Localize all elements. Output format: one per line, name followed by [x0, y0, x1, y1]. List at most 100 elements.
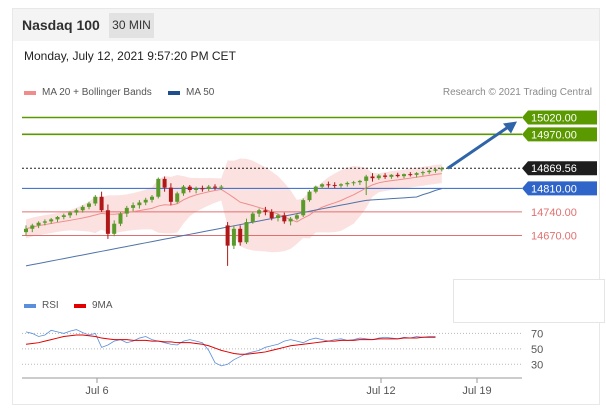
candle	[42, 219, 47, 226]
candle	[213, 184, 217, 190]
candle	[24, 225, 28, 236]
candle	[326, 181, 331, 188]
candle	[420, 170, 425, 176]
candle	[433, 168, 438, 173]
candle	[131, 202, 136, 212]
candle	[408, 172, 413, 177]
candle	[301, 198, 306, 217]
level-tag	[522, 110, 597, 125]
rsi-line	[25, 329, 436, 367]
ma20-swatch	[24, 90, 36, 95]
candle	[68, 211, 73, 218]
candle	[339, 183, 343, 188]
x-tick-label: Jul 19	[462, 385, 491, 397]
candle	[137, 200, 142, 209]
candle	[105, 204, 110, 239]
level-label: 14670.00	[531, 231, 577, 243]
legend-ma20-label: MA 20 + Bollinger Bands	[42, 87, 152, 98]
legend-ma50-label: MA 50	[186, 87, 215, 98]
legend-ma50: MA 50	[168, 87, 214, 98]
candle	[320, 183, 325, 189]
candle	[124, 205, 129, 217]
timestamp: Monday, July 12, 2021 9:57:20 PM CET	[24, 49, 236, 63]
candle	[238, 225, 243, 246]
candle	[36, 221, 41, 229]
candle	[257, 208, 262, 217]
timeframe-button[interactable]: 30 MIN	[109, 13, 154, 38]
candle	[194, 186, 199, 194]
candle	[427, 169, 432, 175]
candle	[276, 213, 280, 222]
candle	[87, 201, 91, 210]
candle	[364, 174, 369, 196]
rsi-9ma-line	[25, 334, 436, 355]
candle	[307, 190, 312, 202]
level-tag	[522, 181, 597, 196]
level-label: 14810.00	[531, 183, 577, 195]
candle	[181, 184, 186, 196]
candle	[112, 220, 117, 237]
candle	[414, 172, 419, 178]
candle	[200, 185, 205, 192]
legend-rsi-label: RSI	[42, 300, 59, 311]
candle	[395, 172, 400, 178]
candle	[244, 218, 249, 244]
candle	[143, 197, 148, 206]
candle	[168, 183, 173, 206]
x-tick-label: Jul 6	[85, 385, 108, 397]
candle	[118, 211, 123, 227]
candle	[231, 225, 236, 250]
credit-text: Research © 2021 Trading Central	[442, 87, 592, 98]
candle	[206, 184, 211, 192]
candle	[175, 191, 180, 204]
legend-ma20: MA 20 + Bollinger Bands	[24, 87, 152, 98]
ma9-swatch	[74, 303, 86, 308]
instrument-title: Nasdaq 100	[22, 17, 100, 33]
candle	[332, 182, 337, 189]
rsi-swatch	[24, 303, 36, 308]
candle	[288, 216, 293, 226]
bollinger-band	[26, 158, 442, 253]
rsi-tick-label: 50	[531, 344, 543, 356]
candle	[357, 179, 362, 185]
candle	[49, 217, 54, 224]
candle	[250, 211, 255, 224]
level-label: 15020.00	[531, 112, 577, 124]
legend-9ma: 9MA	[74, 300, 113, 311]
candle	[269, 209, 274, 221]
candle	[74, 208, 79, 216]
legend-rsi: RSI	[24, 300, 59, 311]
candle	[93, 195, 98, 206]
x-tick-label: Jul 12	[366, 385, 395, 397]
candle	[225, 222, 230, 266]
candle	[402, 173, 406, 179]
candle	[313, 185, 318, 194]
ma50-swatch	[168, 90, 180, 95]
candle	[351, 180, 356, 186]
candle	[30, 223, 35, 233]
candle	[389, 174, 394, 179]
candle	[187, 184, 192, 193]
candle	[55, 215, 60, 223]
level-label: 14869.56	[531, 163, 577, 175]
candle	[61, 213, 66, 220]
legend-9ma-label: 9MA	[92, 300, 113, 311]
candle	[376, 174, 381, 180]
candle	[345, 181, 350, 187]
candle	[162, 176, 167, 192]
level-tag	[522, 127, 597, 142]
candle	[80, 205, 85, 213]
candle	[383, 173, 388, 179]
forecast-arrow	[446, 125, 510, 170]
level-label: 14970.00	[531, 129, 577, 141]
candle	[294, 213, 299, 221]
candle	[219, 184, 224, 190]
rsi-tick-label: 70	[531, 328, 543, 340]
candle	[99, 191, 104, 212]
candle	[439, 166, 444, 172]
info-box	[453, 279, 605, 323]
rsi-tick-label: 30	[531, 359, 543, 371]
candle	[150, 195, 154, 203]
candle	[370, 173, 375, 182]
